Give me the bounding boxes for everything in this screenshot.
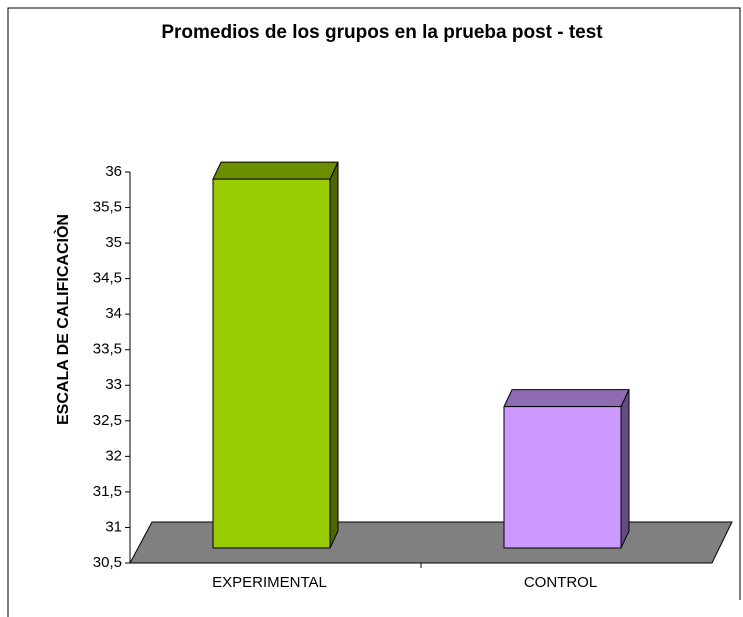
- bar-side: [329, 161, 339, 549]
- y-tick-label: 34: [105, 305, 122, 322]
- bar-top: [212, 161, 339, 180]
- y-tick-label: 31,5: [93, 483, 122, 500]
- y-tick-label: 35: [105, 234, 122, 251]
- y-tick-label: 33,5: [93, 341, 122, 358]
- bar: [503, 406, 622, 549]
- y-tick-label: 30,5: [93, 554, 122, 571]
- bar-top: [503, 389, 630, 408]
- bar-side: [620, 389, 630, 549]
- y-tick-label: 32,5: [93, 412, 122, 429]
- y-tick-label: 33: [105, 376, 122, 393]
- y-tick-label: 31: [105, 518, 122, 535]
- x-tick-label: CONTROL: [524, 574, 597, 591]
- y-tick-label: 35,5: [93, 199, 122, 216]
- bar: [212, 178, 331, 549]
- y-axis-label: ESCALA DE CALIFICACIÒN: [53, 214, 72, 425]
- y-tick-label: 34,5: [93, 270, 122, 287]
- y-tick-label: 36: [105, 163, 122, 180]
- y-tick-label: 32: [105, 447, 122, 464]
- chart-frame: [7, 7, 741, 617]
- chart-title: Promedios de los grupos en la prueba pos…: [161, 22, 603, 43]
- x-tick-label: EXPERIMENTAL: [212, 574, 327, 591]
